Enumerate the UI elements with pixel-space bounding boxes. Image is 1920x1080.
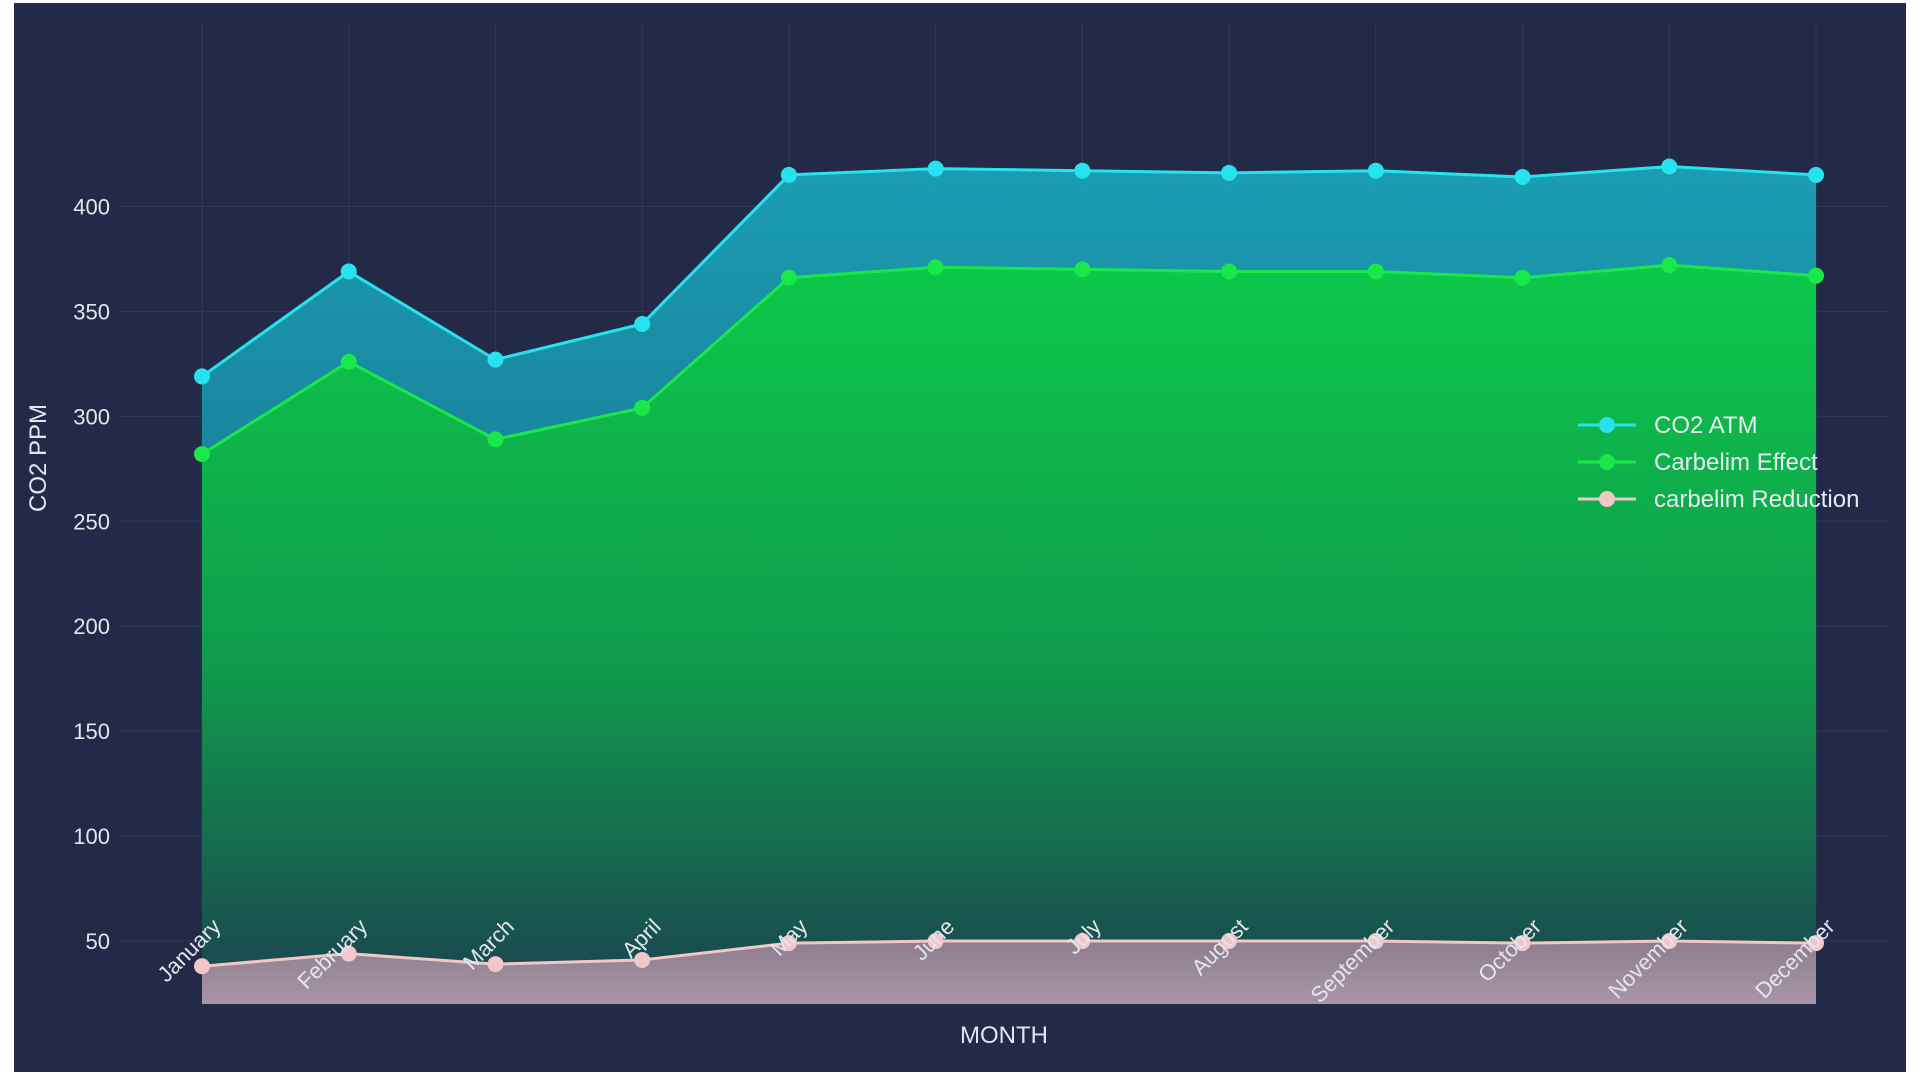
point-co2-atm-october <box>1514 169 1531 186</box>
point-carbelim-effect-september <box>1367 263 1384 280</box>
legend-item-co2-atm: CO2 ATM <box>1578 412 1758 439</box>
y-tick-label-400: 400 <box>73 194 110 219</box>
area-carbelim-effect <box>202 265 1816 1005</box>
y-tick-label-250: 250 <box>73 509 110 534</box>
point-co2-atm-september <box>1367 162 1384 179</box>
point-co2-atm-june <box>927 160 944 177</box>
legend-item-carbelim-reduction: carbelim Reduction <box>1578 486 1859 513</box>
point-carbelim-reduction-july <box>1074 933 1091 950</box>
series-lines <box>201 165 1817 968</box>
point-carbelim-reduction-november <box>1661 933 1678 950</box>
point-carbelim-reduction-august <box>1221 933 1238 950</box>
x-axis-title: MONTH <box>960 1022 1048 1049</box>
legend-label-carbelim-reduction: carbelim Reduction <box>1654 486 1859 513</box>
legend-swatch-dot-co2-atm <box>1599 417 1615 433</box>
y-tick-label-300: 300 <box>73 404 110 429</box>
point-carbelim-reduction-march <box>487 956 504 973</box>
point-carbelim-effect-may <box>780 269 797 286</box>
line-carbelim-reduction <box>201 939 1817 968</box>
point-co2-atm-february <box>340 263 357 280</box>
point-carbelim-effect-march <box>487 431 504 448</box>
point-co2-atm-march <box>487 351 504 368</box>
point-co2-atm-december <box>1808 166 1824 183</box>
y-tick-label-350: 350 <box>73 299 110 324</box>
point-co2-atm-november <box>1661 158 1678 175</box>
series-areas <box>202 166 1816 1005</box>
point-carbelim-reduction-january <box>194 958 210 975</box>
point-carbelim-effect-april <box>634 399 651 416</box>
legend-swatch-dot-carbelim-reduction <box>1599 491 1615 507</box>
point-carbelim-effect-december <box>1808 267 1824 284</box>
point-co2-atm-april <box>634 315 651 332</box>
y-tick-label-100: 100 <box>73 824 110 849</box>
point-carbelim-reduction-may <box>780 935 797 952</box>
legend-label-co2-atm: CO2 ATM <box>1654 412 1758 439</box>
point-co2-atm-may <box>780 166 797 183</box>
y-tick-label-50: 50 <box>86 929 110 954</box>
point-co2-atm-july <box>1074 162 1091 179</box>
point-carbelim-reduction-september <box>1367 933 1384 950</box>
point-carbelim-effect-october <box>1514 269 1531 286</box>
point-carbelim-effect-january <box>194 446 210 463</box>
y-axis-title: CO2 PPM <box>25 404 52 512</box>
point-carbelim-reduction-june <box>927 933 944 950</box>
legend-label-carbelim-effect: Carbelim Effect <box>1654 449 1818 476</box>
y-axis-tick-labels: 50 100 150 200 250 300 350 400 <box>73 194 110 954</box>
line-carbelim-effect <box>201 263 1817 456</box>
point-co2-atm-january <box>194 368 210 385</box>
y-tick-label-150: 150 <box>73 719 110 744</box>
point-carbelim-effect-june <box>927 259 944 276</box>
series-points <box>194 158 1824 975</box>
point-carbelim-effect-february <box>340 353 357 370</box>
legend-item-carbelim-effect: Carbelim Effect <box>1578 449 1818 476</box>
chart-legend: CO2 ATM Carbelim Effect carbelim Reduction <box>1578 412 1859 513</box>
point-carbelim-effect-november <box>1661 257 1678 274</box>
line-co2-atm <box>201 165 1817 378</box>
point-carbelim-reduction-february <box>340 945 357 962</box>
area-carbelim-reduction <box>202 941 1816 1005</box>
point-carbelim-reduction-october <box>1514 935 1531 952</box>
point-carbelim-effect-august <box>1221 263 1238 280</box>
point-co2-atm-august <box>1221 164 1238 181</box>
chart-frame: 50 100 150 200 250 300 350 400 January February M… <box>14 3 1906 1072</box>
point-carbelim-reduction-april <box>634 951 651 968</box>
point-carbelim-effect-july <box>1074 261 1091 278</box>
y-tick-label-200: 200 <box>73 614 110 639</box>
legend-swatch-dot-carbelim-effect <box>1599 454 1615 470</box>
point-carbelim-reduction-december <box>1808 935 1824 952</box>
